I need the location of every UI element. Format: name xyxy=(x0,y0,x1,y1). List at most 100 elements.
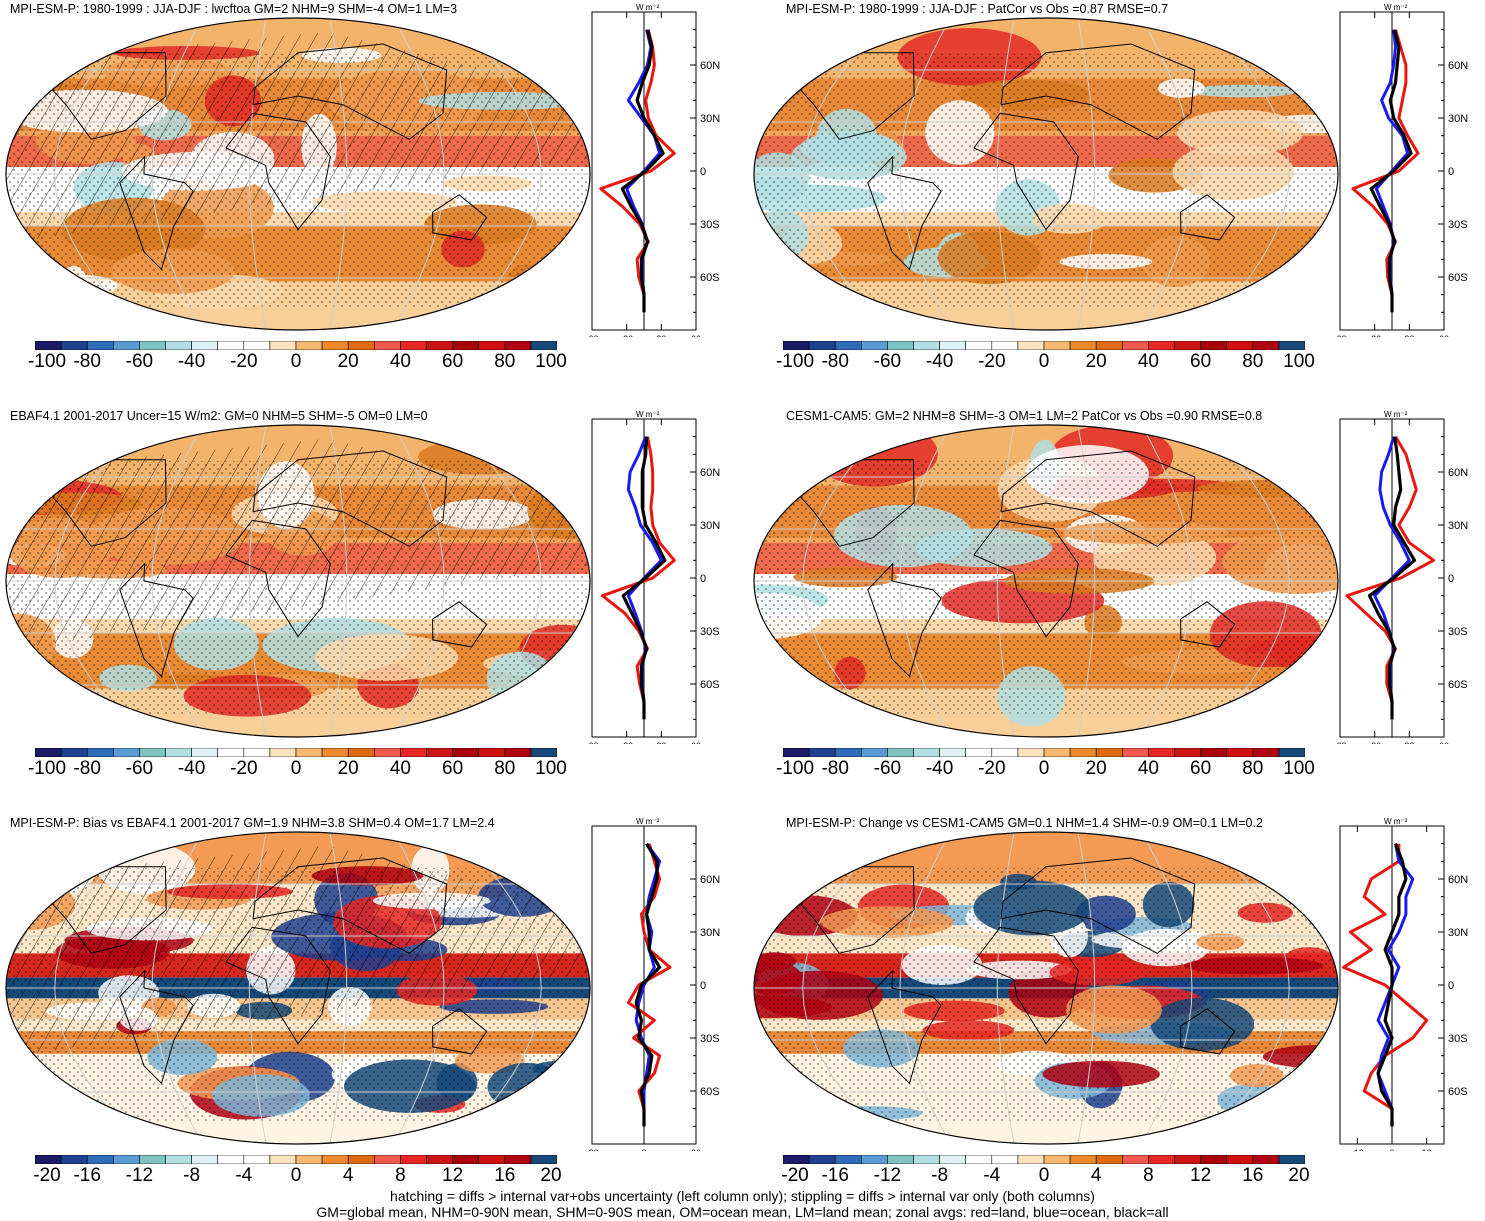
zonal-units: W m⁻² xyxy=(1384,3,1408,12)
colorbar-tick-label: -60 xyxy=(873,351,902,372)
colorbar-tick-label: -40 xyxy=(177,351,206,372)
colorbar-swatch xyxy=(35,1155,62,1164)
colorbar-swatch xyxy=(269,748,297,757)
colorbar-swatch xyxy=(295,748,323,757)
colorbar-tick-label: -20 xyxy=(978,351,1006,372)
colorbar-swatch xyxy=(991,1155,1019,1164)
colorbar-swatch xyxy=(1174,341,1201,350)
colorbar-swatch xyxy=(887,1155,914,1164)
colorbar-swatch xyxy=(35,341,62,350)
colorbar-swatch xyxy=(965,341,993,350)
zonal-units: W m⁻² xyxy=(636,817,660,826)
map-border xyxy=(753,831,1339,1145)
stippling-overlay xyxy=(754,53,1338,307)
coastline xyxy=(973,112,1079,231)
graticule-lon xyxy=(329,18,348,330)
colorbar-tick-label: 40 xyxy=(1137,758,1159,779)
p4-title: CESM1-CAM5: GM=2 NHM=8 SHM=-3 OM=1 LM=2 … xyxy=(786,409,1263,423)
colorbar-tick-label: 0 xyxy=(290,758,302,779)
colorbar-tick-label: -8 xyxy=(931,1165,949,1186)
graticule-lon xyxy=(54,832,139,1144)
zonal-units: W m⁻² xyxy=(636,410,660,419)
colorbar-swatch xyxy=(1252,341,1280,350)
coastline xyxy=(1180,1008,1236,1055)
p6-zonal-plot: W m⁻² 60N 30N 0 30S 60S -10 0 10 xyxy=(1339,817,1468,1151)
colorbar-tick-label: -16 xyxy=(821,1165,849,1186)
colorbar-swatch xyxy=(426,1155,453,1164)
colorbar-swatch xyxy=(321,341,349,350)
colorbar-swatch xyxy=(834,748,862,757)
colorbar-swatch xyxy=(191,341,219,350)
p2-map xyxy=(753,17,1339,331)
colorbar-tick-label: 20 xyxy=(1085,351,1107,372)
p5-zonal-plot: W m⁻² 60N 30N 0 30S 60S -20 0 20 xyxy=(585,817,720,1151)
coastline xyxy=(432,601,488,648)
coastline xyxy=(252,43,448,140)
colorbar-swatch xyxy=(243,748,271,757)
p5-title: MPI-ESM-P: Bias vs EBAF4.1 2001-2017 GM=… xyxy=(10,816,495,830)
colorbar-swatch xyxy=(113,1155,140,1164)
colorbar-tick-label: -12 xyxy=(873,1165,902,1186)
colorbar-tick-label: -100 xyxy=(27,758,67,779)
colorbar-tick-label: -100 xyxy=(775,758,815,779)
graticule-lon xyxy=(802,832,887,1144)
colorbar-tick-label: 100 xyxy=(535,758,567,779)
graticule-lon xyxy=(329,832,348,1144)
colorbar-swatch xyxy=(1069,748,1097,757)
zonal-lat-label: 60S xyxy=(700,272,720,284)
p4-colorbar xyxy=(783,748,1305,757)
colorbar-tick-label: 0 xyxy=(1038,351,1050,372)
colorbar-swatch xyxy=(321,1155,349,1164)
colorbar-swatch xyxy=(991,748,1019,757)
coastline xyxy=(432,194,488,241)
colorbar-swatch xyxy=(783,1155,810,1164)
zonal-x-label: -20 xyxy=(585,1148,598,1151)
zonal-x-label: 0 xyxy=(1389,1148,1394,1151)
colorbar-swatch xyxy=(452,341,480,350)
colorbar-swatch xyxy=(1226,748,1254,757)
p6-colorbar xyxy=(783,1155,1305,1164)
p3-map xyxy=(5,424,591,738)
zonal-units: W m⁻² xyxy=(1384,410,1408,419)
graticule-lon xyxy=(457,832,542,1144)
colorbar-tick-label: 8 xyxy=(395,1165,406,1186)
colorbar-swatch xyxy=(113,748,140,757)
colorbar-swatch xyxy=(1252,748,1280,757)
coastline xyxy=(867,969,942,1085)
colorbar-tick-label: 80 xyxy=(1242,758,1264,779)
colorbar-swatch xyxy=(60,748,88,757)
colorbar-tick-label: -20 xyxy=(230,351,258,372)
p6-title: MPI-ESM-P: Change vs CESM1-CAM5 GM=0.1 N… xyxy=(786,816,1263,830)
colorbar-swatch xyxy=(939,748,967,757)
zonal-x-label: 10 xyxy=(1422,1148,1432,1151)
colorbar-tick-label: 60 xyxy=(442,758,464,779)
map-anomaly-blob xyxy=(754,840,834,882)
colorbar-swatch xyxy=(347,341,375,350)
zonal-lat-label: 60N xyxy=(700,467,720,479)
colorbar-swatch xyxy=(86,1155,114,1164)
colorbar-swatch xyxy=(60,341,88,350)
colorbar-swatch xyxy=(321,748,349,757)
coastline xyxy=(781,52,915,140)
zonal-lat-label: 0 xyxy=(1448,573,1454,585)
zonal-lat-label: 30N xyxy=(1448,113,1468,125)
colorbar-swatch xyxy=(191,748,219,757)
coastline xyxy=(252,857,448,954)
zonal-line-land xyxy=(1345,435,1436,720)
p2-colorbar xyxy=(783,341,1305,350)
coastline xyxy=(781,459,915,547)
graticule-lon xyxy=(151,832,203,1144)
colorbar-swatch xyxy=(939,1155,967,1164)
coastline xyxy=(119,969,194,1085)
colorbar-swatch xyxy=(113,341,140,350)
colorbar-swatch xyxy=(1226,1155,1254,1164)
zonal-line-land xyxy=(599,29,676,313)
zonal-lat-label: 60S xyxy=(700,1086,720,1098)
colorbar-swatch xyxy=(1252,1155,1280,1164)
colorbar-swatch xyxy=(1174,748,1201,757)
zonal-lat-label: 30S xyxy=(700,626,720,638)
colorbar-tick-label: 60 xyxy=(1190,758,1212,779)
colorbar-swatch xyxy=(373,1155,401,1164)
colorbar-swatch xyxy=(913,341,940,350)
colorbar-swatch xyxy=(1043,748,1071,757)
